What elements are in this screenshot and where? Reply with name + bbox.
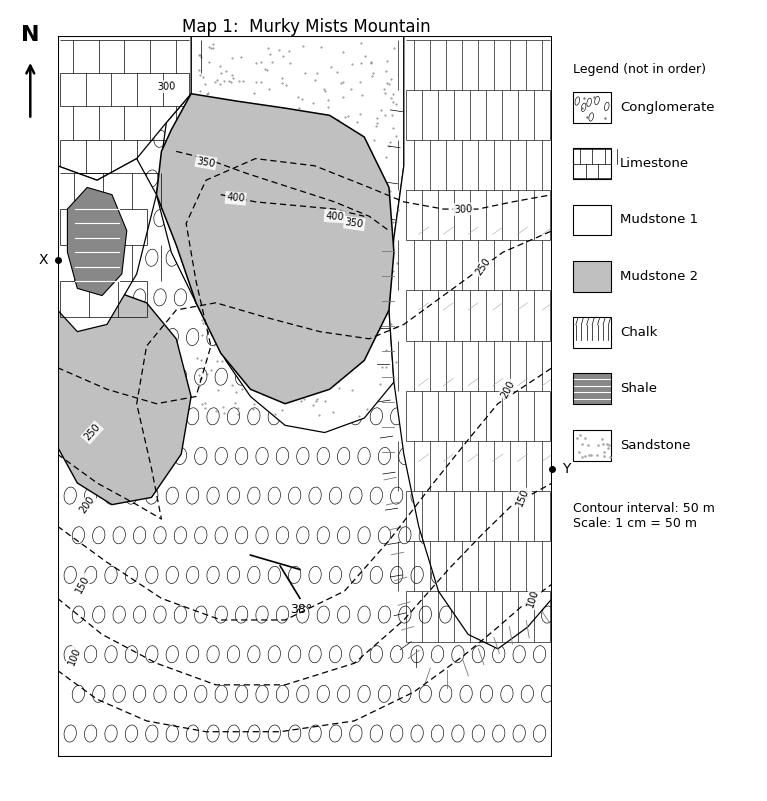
Polygon shape	[58, 36, 191, 180]
Text: 200: 200	[77, 494, 97, 515]
Text: Chalk: Chalk	[620, 326, 657, 339]
Text: 250: 250	[82, 422, 102, 443]
Bar	[573, 204, 611, 235]
Text: 200: 200	[499, 379, 516, 400]
Polygon shape	[156, 36, 404, 433]
Text: 150: 150	[515, 487, 531, 508]
Bar	[573, 373, 611, 405]
Text: Mudstone 2: Mudstone 2	[620, 270, 698, 283]
Text: 350: 350	[344, 217, 364, 230]
Bar	[573, 261, 611, 292]
Polygon shape	[156, 94, 394, 404]
Text: 300: 300	[454, 203, 472, 215]
Text: 250: 250	[473, 256, 492, 277]
Text: X: X	[38, 252, 48, 267]
Bar	[573, 430, 611, 461]
Text: Legend (not in order): Legend (not in order)	[573, 63, 706, 76]
Text: 400: 400	[325, 211, 344, 222]
Text: Mudstone 1: Mudstone 1	[620, 213, 698, 227]
Text: Limestone: Limestone	[620, 157, 689, 170]
Text: Conglomerate: Conglomerate	[620, 101, 714, 114]
Bar	[573, 148, 611, 179]
Text: 350: 350	[196, 155, 216, 169]
Text: Contour interval: 50 m
Scale: 1 cm = 50 m: Contour interval: 50 m Scale: 1 cm = 50 …	[573, 501, 715, 529]
Text: N: N	[21, 25, 40, 45]
Polygon shape	[58, 159, 156, 332]
Bar	[573, 317, 611, 348]
Polygon shape	[389, 36, 552, 649]
Text: 100: 100	[67, 646, 83, 666]
Text: 400: 400	[226, 192, 245, 204]
Polygon shape	[58, 288, 191, 505]
Text: 150: 150	[74, 574, 91, 594]
Text: 38°: 38°	[290, 603, 312, 616]
Text: Map 1:  Murky Mists Mountain: Map 1: Murky Mists Mountain	[183, 18, 431, 35]
Text: Y: Y	[562, 461, 571, 476]
Bar	[573, 92, 611, 123]
Text: Shale: Shale	[620, 382, 657, 396]
Text: 300: 300	[157, 81, 176, 92]
Text: 100: 100	[525, 588, 540, 609]
Text: Sandstone: Sandstone	[620, 439, 690, 452]
Polygon shape	[67, 187, 127, 296]
